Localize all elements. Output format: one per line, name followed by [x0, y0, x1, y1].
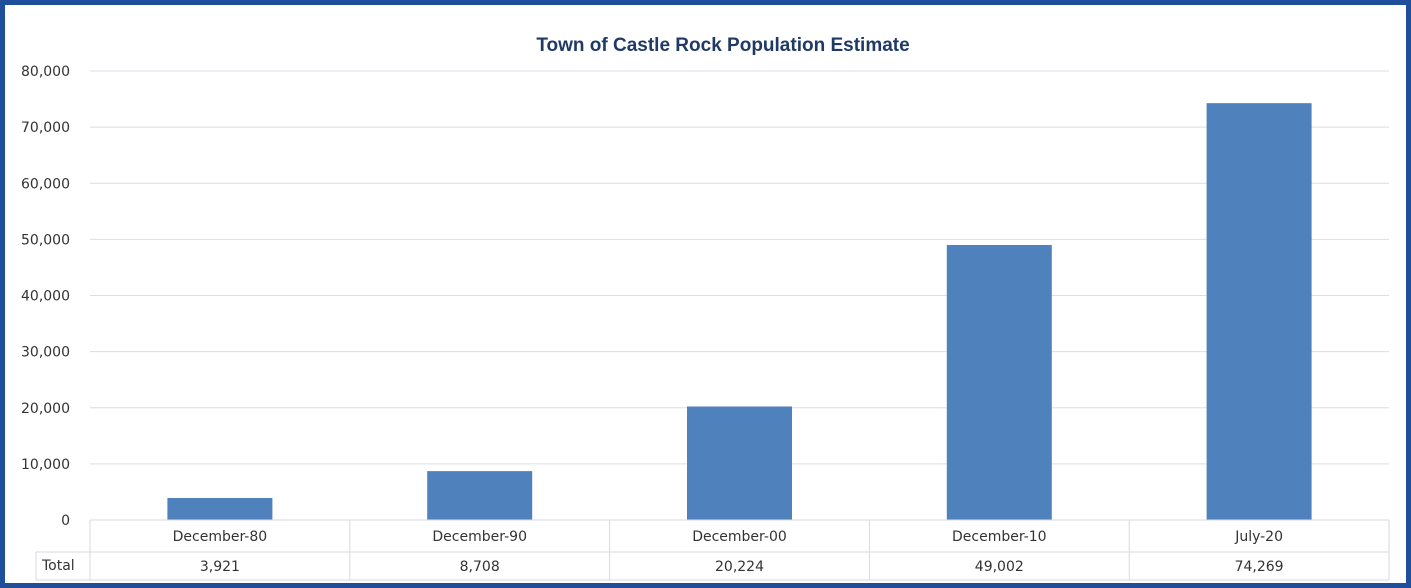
data-label: 74,269	[1235, 559, 1284, 575]
x-tick-label: December-00	[692, 529, 787, 545]
bar	[1206, 103, 1312, 521]
data-label: 8,708	[460, 559, 500, 575]
x-tick-label: December-10	[952, 529, 1047, 545]
y-tick-label: 60,000	[21, 176, 70, 192]
table-row-label: Total	[41, 558, 75, 574]
y-tick-label: 50,000	[21, 232, 70, 248]
y-tick-label: 70,000	[21, 120, 70, 136]
y-tick-label: 30,000	[21, 345, 70, 361]
x-tick-label: July-20	[1234, 529, 1283, 545]
bar	[946, 244, 1052, 521]
data-table: December-80 December-90 December-00 Decembe…	[35, 519, 1390, 581]
bars	[167, 103, 1312, 521]
y-tick-label: 0	[61, 513, 70, 529]
x-tick-label: December-90	[432, 529, 527, 545]
chart-title: Town of Castle Rock Population Estimate	[536, 35, 909, 56]
data-label: 20,224	[715, 559, 764, 575]
y-axis: 0 10,000 20,000 30,000 40,000 50,000 60,000 70,…	[21, 64, 70, 529]
y-tick-label: 40,000	[21, 289, 70, 305]
bar	[687, 406, 792, 520]
y-tick-label: 10,000	[21, 457, 70, 473]
y-tick-label: 80,000	[21, 64, 70, 80]
data-label: 3,921	[200, 559, 240, 575]
gridlines	[90, 70, 1389, 465]
bar	[427, 471, 533, 520]
data-label: 49,002	[975, 559, 1024, 575]
bar	[167, 497, 273, 520]
y-tick-label: 20,000	[21, 401, 70, 417]
x-tick-label: December-80	[173, 529, 268, 545]
